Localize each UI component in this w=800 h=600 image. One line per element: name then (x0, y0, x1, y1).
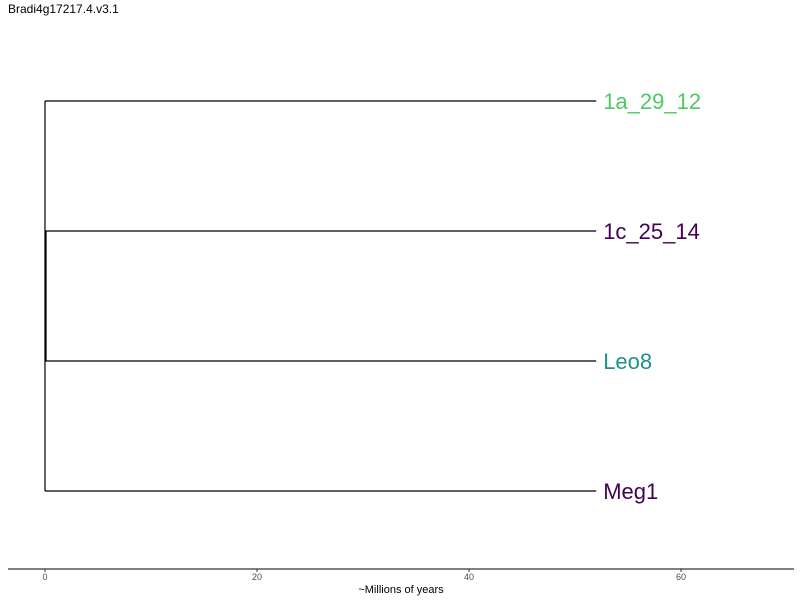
x-axis-title: ~Millions of years (358, 584, 444, 596)
tip-label-0: 1a_29_12 (603, 89, 701, 114)
x-tick-label-1: 20 (252, 572, 262, 582)
tip-label-2: Leo8 (603, 349, 652, 374)
tip-labels: 1a_29_12 1c_25_14 Leo8 Meg1 (603, 89, 701, 504)
page-title: Bradi4g17217.4.v3.1 (8, 2, 119, 16)
tree-branches (44, 100, 597, 492)
x-tick-label-3: 60 (676, 572, 686, 582)
x-tick-label-0: 0 (42, 572, 47, 582)
x-axis: 0 20 40 60 ~Millions of years (8, 568, 794, 596)
x-tick-label-2: 40 (464, 572, 474, 582)
tip-label-3: Meg1 (603, 479, 658, 504)
tip-label-1: 1c_25_14 (603, 219, 700, 244)
